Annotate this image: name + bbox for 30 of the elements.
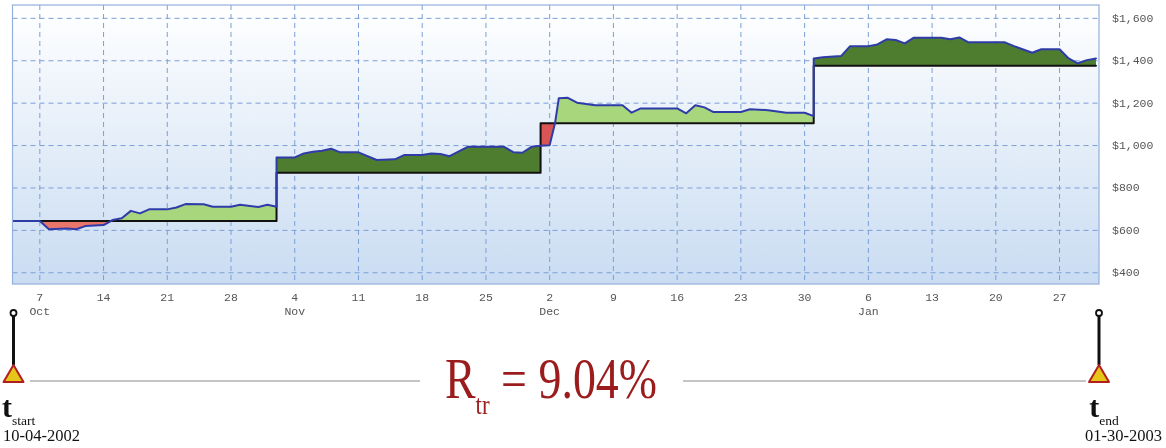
x-tick-label: 28 [224,291,239,304]
y-tick-label: $1,400 [1112,54,1154,68]
x-tick-label: 7 Oct [29,291,51,318]
x-tick-label: 23 [733,291,748,304]
text: t$_{end}$ [1089,390,1119,428]
text: t$_{start}$ [2,390,36,428]
x-tick-label: 14 [96,291,111,304]
text: R$_{tr}$ = 9.04% [444,347,658,421]
y-tick-label: $400 [1112,266,1140,280]
x-tick-label: 11 [351,291,366,304]
text: 01-30-2003 [1085,426,1162,445]
x-tick-label: 20 [988,291,1003,304]
x-tick-label: 30 [797,291,812,304]
x-tick-label: 21 [160,291,175,304]
y-tick-label: $1,600 [1112,11,1154,25]
x-tick-label: 18 [415,291,430,304]
x-tick-label: 16 [670,291,685,304]
y-tick-label: $1,200 [1112,96,1154,110]
y-tick-label: $1,000 [1112,139,1154,153]
x-tick-label: 13 [925,291,940,304]
x-tick-label: 25 [479,291,493,304]
line-series [12,36,1097,231]
y-tick-label: $800 [1112,181,1140,195]
x-tick-label: 9 [609,291,617,304]
x-tick-label: 2 Dec [539,291,561,318]
x-tick-label: 4 Nov [284,291,306,318]
x-tick-label: 27 [1052,291,1067,304]
x-tick-label: 6 Jan [857,291,879,318]
y-tick-label: $600 [1112,223,1140,237]
text: 10-04-2002 [3,426,80,445]
